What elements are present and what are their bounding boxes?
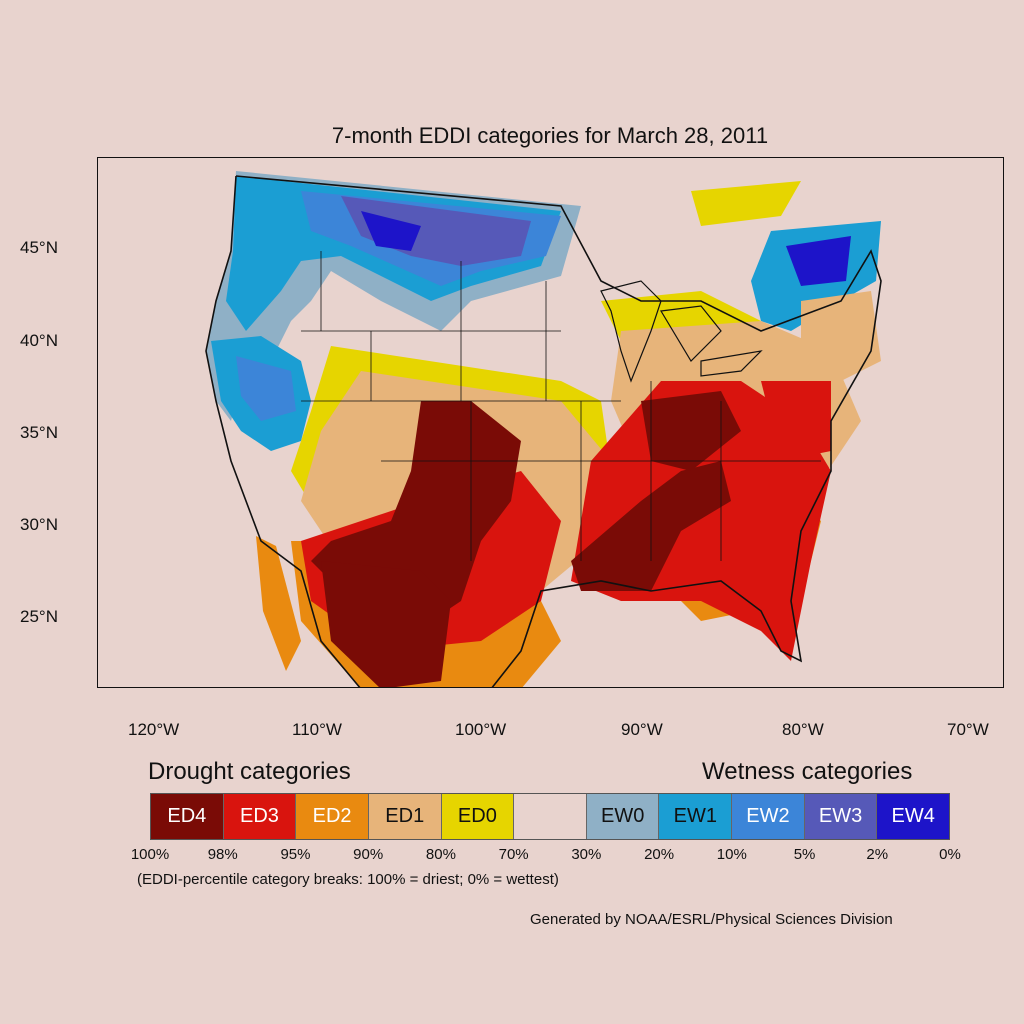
percent-break-label: 80% [425,846,456,863]
ed4-ohio-valley [641,391,741,471]
ed0-canada [691,181,801,226]
legend-swatch-ed0: ED0 [441,794,515,839]
legend-swatch-ew2: EW2 [732,794,805,839]
percent-break-label: 5% [793,846,816,863]
ed1-northeast [801,291,881,381]
legend-swatch-ed4: ED4 [151,794,224,839]
percent-break-label: 30% [571,846,602,863]
lat-label-40: 40°N [20,331,58,350]
credit-text: Generated by NOAA/ESRL/Physical Sciences… [530,911,893,928]
wetness-categories-heading: Wetness categories [702,758,913,785]
wet-region-great-basin-ew2 [236,356,296,421]
percent-break-label: 10% [716,846,747,863]
percent-break-label: 95% [280,846,311,863]
legend-swatch-ed2: ED2 [296,794,369,839]
legend-color-bar: ED4 ED3 ED2 ED1 ED0 EW0 EW1 EW2 EW3 EW4 [150,793,950,840]
wet-region-northwest-ew3 [341,196,531,266]
lat-label-30: 30°N [20,515,58,534]
lon-label-80: 80°W [782,720,824,739]
ed2-baja [256,536,301,671]
percent-break-label: 100% [130,846,170,863]
lat-label-25: 25°N [20,607,58,626]
legend-swatch-ed1: ED1 [368,794,442,839]
lon-label-90: 90°W [621,720,663,739]
percent-break-label: 70% [498,846,529,863]
map-title: 7-month EDDI categories for March 28, 20… [331,123,769,148]
legend-swatch-ew4: EW4 [877,794,950,839]
lon-label-110: 110°W [292,720,342,739]
percent-break-label: 2% [866,846,889,863]
legend-note: (EDDI-percentile category breaks: 100% =… [137,871,559,888]
eddi-map [205,171,882,687]
state-borders [301,251,821,561]
great-lakes [600,280,763,383]
wet-region-northeast-ew4 [786,236,851,286]
percent-break-label: 0% [939,846,961,863]
percent-break-label: 90% [353,846,384,863]
lat-label-45: 45°N [20,238,58,257]
map-panel [97,157,1004,688]
lon-label-70: 70°W [947,720,989,739]
drought-categories-heading: Drought categories [148,758,351,785]
percent-break-label: 98% [207,846,238,863]
legend-swatch-neutral [514,794,587,839]
legend-swatch-ew0: EW0 [586,794,660,839]
ed3-midatlantic [761,381,831,461]
percent-break-label: 20% [644,846,675,863]
us-outline [205,175,882,687]
lat-label-35: 35°N [20,423,58,442]
legend-swatch-ed3: ED3 [223,794,297,839]
ed4-texas-mexico [321,561,451,687]
legend-swatch-ew3: EW3 [804,794,878,839]
lon-label-100: 100°W [455,720,507,739]
lon-label-120: 120°W [128,720,180,739]
legend-swatch-ew1: EW1 [659,794,733,839]
wet-region-northwest-ew4 [361,211,421,251]
